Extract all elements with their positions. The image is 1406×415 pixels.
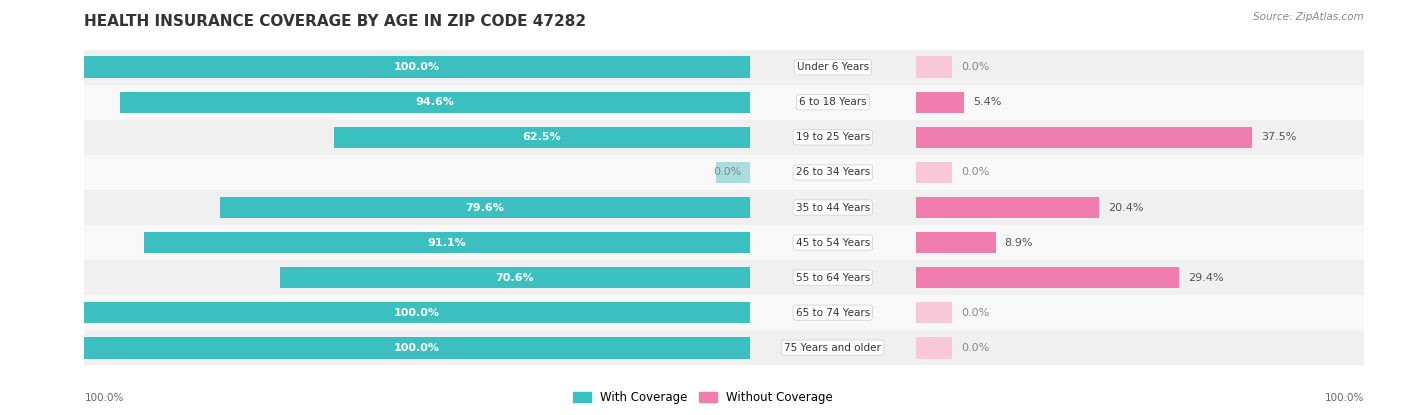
- Bar: [143, 232, 749, 254]
- Text: 0.0%: 0.0%: [960, 62, 988, 72]
- Bar: [749, 260, 917, 295]
- Bar: [749, 50, 917, 85]
- Bar: [280, 267, 749, 288]
- Bar: [749, 155, 917, 190]
- Text: 0.0%: 0.0%: [960, 343, 988, 353]
- Bar: [221, 197, 749, 218]
- Bar: [917, 161, 952, 183]
- Text: 37.5%: 37.5%: [1261, 132, 1296, 142]
- Bar: [84, 330, 749, 365]
- Text: 100.0%: 100.0%: [1324, 393, 1364, 403]
- Bar: [917, 295, 1364, 330]
- Bar: [917, 337, 952, 359]
- Text: 91.1%: 91.1%: [427, 237, 465, 247]
- Bar: [917, 85, 1364, 120]
- Text: 79.6%: 79.6%: [465, 203, 505, 212]
- Text: 0.0%: 0.0%: [960, 168, 988, 178]
- Bar: [749, 190, 917, 225]
- Text: 6 to 18 Years: 6 to 18 Years: [799, 98, 866, 107]
- Bar: [917, 155, 1364, 190]
- Bar: [84, 225, 749, 260]
- Bar: [749, 225, 917, 260]
- Text: 0.0%: 0.0%: [713, 168, 741, 178]
- Bar: [917, 56, 952, 78]
- Text: 45 to 54 Years: 45 to 54 Years: [796, 237, 870, 247]
- Bar: [749, 120, 917, 155]
- Bar: [84, 56, 749, 78]
- Text: HEALTH INSURANCE COVERAGE BY AGE IN ZIP CODE 47282: HEALTH INSURANCE COVERAGE BY AGE IN ZIP …: [84, 14, 586, 29]
- Bar: [917, 120, 1364, 155]
- Legend: With Coverage, Without Coverage: With Coverage, Without Coverage: [568, 387, 838, 409]
- Text: 35 to 44 Years: 35 to 44 Years: [796, 203, 870, 212]
- Text: 75 Years and older: 75 Years and older: [785, 343, 882, 353]
- Bar: [917, 50, 1364, 85]
- Bar: [917, 330, 1364, 365]
- Text: 62.5%: 62.5%: [523, 132, 561, 142]
- Bar: [84, 337, 749, 359]
- Text: Source: ZipAtlas.com: Source: ZipAtlas.com: [1253, 12, 1364, 22]
- Bar: [917, 197, 1098, 218]
- Text: 55 to 64 Years: 55 to 64 Years: [796, 273, 870, 283]
- Text: 29.4%: 29.4%: [1188, 273, 1223, 283]
- Bar: [84, 260, 749, 295]
- Bar: [917, 190, 1364, 225]
- Bar: [749, 295, 917, 330]
- Bar: [917, 260, 1364, 295]
- Bar: [84, 302, 749, 324]
- Text: 70.6%: 70.6%: [495, 273, 534, 283]
- Bar: [84, 85, 749, 120]
- Bar: [749, 85, 917, 120]
- Bar: [84, 120, 749, 155]
- Bar: [333, 127, 749, 148]
- Bar: [917, 267, 1180, 288]
- Text: 8.9%: 8.9%: [1005, 237, 1033, 247]
- Bar: [749, 330, 917, 365]
- Text: 100.0%: 100.0%: [394, 308, 440, 317]
- Bar: [717, 161, 749, 183]
- Text: Under 6 Years: Under 6 Years: [797, 62, 869, 72]
- Text: 100.0%: 100.0%: [394, 62, 440, 72]
- Text: 100.0%: 100.0%: [84, 393, 124, 403]
- Bar: [84, 50, 749, 85]
- Bar: [84, 295, 749, 330]
- Bar: [121, 91, 749, 113]
- Bar: [917, 91, 965, 113]
- Bar: [917, 232, 995, 254]
- Text: 94.6%: 94.6%: [416, 98, 454, 107]
- Text: 19 to 25 Years: 19 to 25 Years: [796, 132, 870, 142]
- Text: 100.0%: 100.0%: [394, 343, 440, 353]
- Bar: [84, 190, 749, 225]
- Bar: [917, 302, 952, 324]
- Text: 0.0%: 0.0%: [960, 308, 988, 317]
- Text: 20.4%: 20.4%: [1108, 203, 1143, 212]
- Bar: [917, 127, 1251, 148]
- Bar: [84, 155, 749, 190]
- Bar: [917, 225, 1364, 260]
- Text: 65 to 74 Years: 65 to 74 Years: [796, 308, 870, 317]
- Text: 26 to 34 Years: 26 to 34 Years: [796, 168, 870, 178]
- Text: 5.4%: 5.4%: [973, 98, 1001, 107]
